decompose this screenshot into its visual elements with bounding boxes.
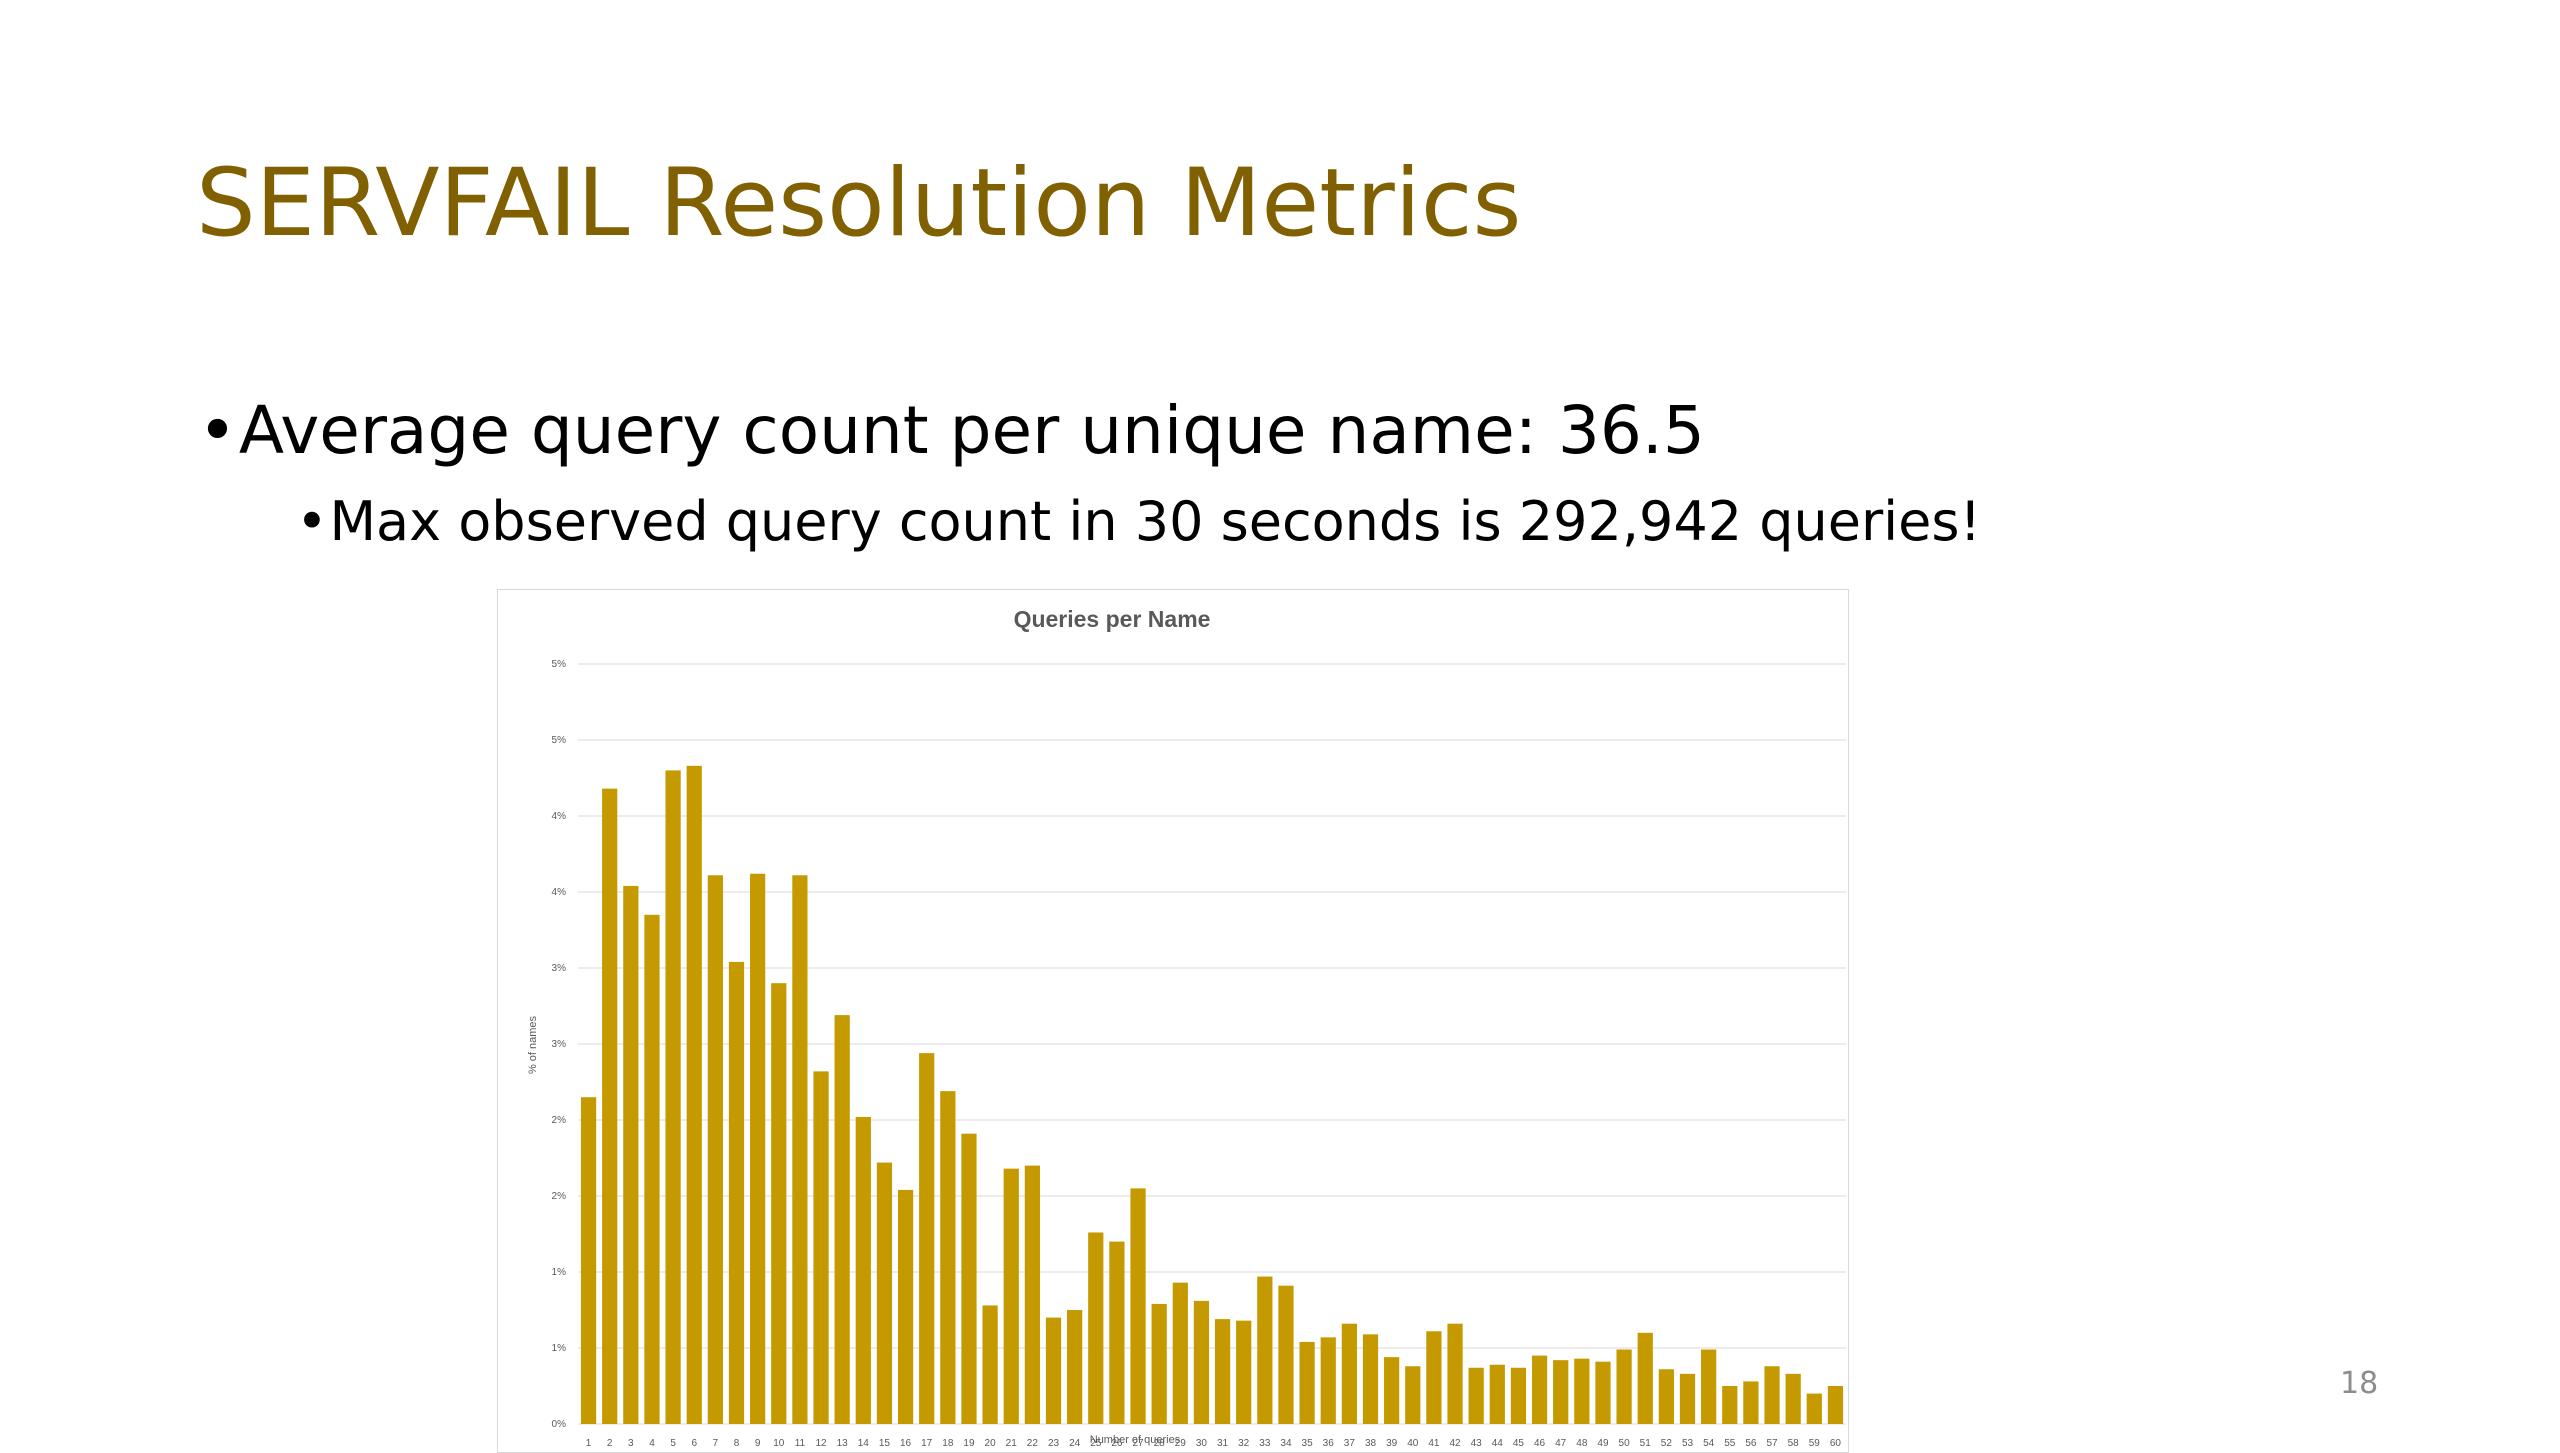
page-number: 18: [2340, 1366, 2379, 1401]
bar-29: [1172, 1282, 1188, 1424]
bullet-text: Max observed query count in 30 seconds i…: [329, 490, 1982, 553]
bar-53: [1679, 1373, 1696, 1424]
bar-37: [1341, 1323, 1357, 1424]
bar-2: [602, 788, 618, 1424]
bar-15: [876, 1162, 893, 1424]
bar-34: [1278, 1285, 1294, 1424]
bar-50: [1616, 1349, 1632, 1424]
bar-41: [1426, 1331, 1442, 1424]
y-tick-label: 5%: [552, 659, 567, 670]
bar-45: [1510, 1367, 1527, 1424]
bar-36: [1320, 1337, 1336, 1424]
bar-31: [1214, 1319, 1231, 1424]
bar-30: [1193, 1300, 1210, 1424]
chart-svg: Queries per Name % of names 0% 1% 1% 2% 2% 3%…: [527, 606, 1846, 1449]
bar-10: [771, 983, 787, 1424]
bar-59: [1806, 1393, 1822, 1424]
bar-20: [982, 1305, 998, 1424]
bar-44: [1489, 1364, 1505, 1424]
y-tick-label: 5%: [552, 735, 567, 746]
bar-43: [1468, 1367, 1484, 1424]
bar-40: [1405, 1366, 1421, 1424]
bar-23: [1045, 1317, 1062, 1424]
bar-24: [1067, 1310, 1083, 1424]
bar-60: [1827, 1386, 1844, 1424]
y-tick-label: 3%: [552, 963, 567, 974]
bar-58: [1785, 1373, 1801, 1424]
bullet-average-query-count: • Average query count per unique name: 3…: [198, 392, 1705, 469]
bar-1: [580, 1097, 597, 1424]
y-tick-label: 4%: [552, 887, 567, 898]
bar-56: [1743, 1381, 1759, 1424]
y-tick-label: 2%: [552, 1115, 567, 1126]
bar-47: [1553, 1360, 1569, 1424]
bar-51: [1637, 1332, 1653, 1424]
bar-6: [686, 765, 702, 1424]
y-tick-labels: 0% 1% 1% 2% 2% 3% 3% 4% 4% 5% 5%: [552, 659, 567, 1430]
bar-8: [728, 961, 745, 1424]
bar-12: [813, 1071, 829, 1424]
bar-9: [750, 873, 766, 1424]
bar-57: [1764, 1366, 1780, 1424]
slide-title: SERVFAIL Resolution Metrics: [196, 149, 1522, 258]
bar-28: [1151, 1303, 1167, 1424]
bullet-marker-icon: •: [296, 490, 328, 553]
bar-27: [1130, 1188, 1146, 1424]
x-axis-label: Number of queries: [1090, 1434, 1181, 1446]
bar-48: [1574, 1358, 1590, 1424]
y-tick-label: 1%: [552, 1343, 567, 1354]
bar-38: [1362, 1334, 1379, 1424]
bar-49: [1595, 1361, 1611, 1424]
bar-11: [792, 875, 808, 1424]
bar-32: [1236, 1320, 1252, 1424]
bar-54: [1701, 1349, 1717, 1424]
bar-21: [1003, 1168, 1019, 1424]
bars: [580, 765, 1844, 1424]
bar-39: [1384, 1357, 1400, 1424]
bullet-marker-icon: •: [198, 392, 237, 469]
bar-14: [855, 1116, 871, 1424]
bar-35: [1299, 1341, 1315, 1424]
bar-55: [1722, 1386, 1738, 1424]
bar-17: [919, 1053, 935, 1424]
queries-per-name-chart: Queries per Name % of names 0% 1% 1% 2% 2% 3%…: [497, 589, 1849, 1453]
bar-46: [1531, 1355, 1548, 1424]
bar-5: [665, 770, 681, 1424]
bar-7: [707, 875, 723, 1424]
y-tick-label: 2%: [552, 1191, 567, 1202]
chart-title: Queries per Name: [1014, 606, 1211, 632]
bar-26: [1109, 1241, 1125, 1424]
y-tick-label: 0%: [552, 1419, 567, 1430]
bar-18: [940, 1091, 956, 1424]
bar-16: [897, 1189, 914, 1424]
bar-3: [623, 885, 639, 1424]
bar-33: [1257, 1276, 1273, 1424]
bar-13: [834, 1015, 850, 1424]
y-tick-label: 1%: [552, 1267, 567, 1278]
bar-25: [1088, 1232, 1104, 1424]
bullet-text: Average query count per unique name: 36.…: [238, 392, 1705, 469]
bar-22: [1024, 1165, 1040, 1424]
y-tick-label: 4%: [552, 811, 567, 822]
gridlines: [578, 663, 1846, 1425]
bar-42: [1447, 1323, 1463, 1424]
y-tick-label: 3%: [552, 1039, 567, 1050]
bar-19: [961, 1133, 977, 1424]
sub-bullet-max-query-count: • Max observed query count in 30 seconds…: [296, 490, 1981, 553]
bar-4: [644, 914, 660, 1424]
bar-52: [1658, 1369, 1674, 1424]
y-axis-label: % of names: [527, 1015, 539, 1074]
